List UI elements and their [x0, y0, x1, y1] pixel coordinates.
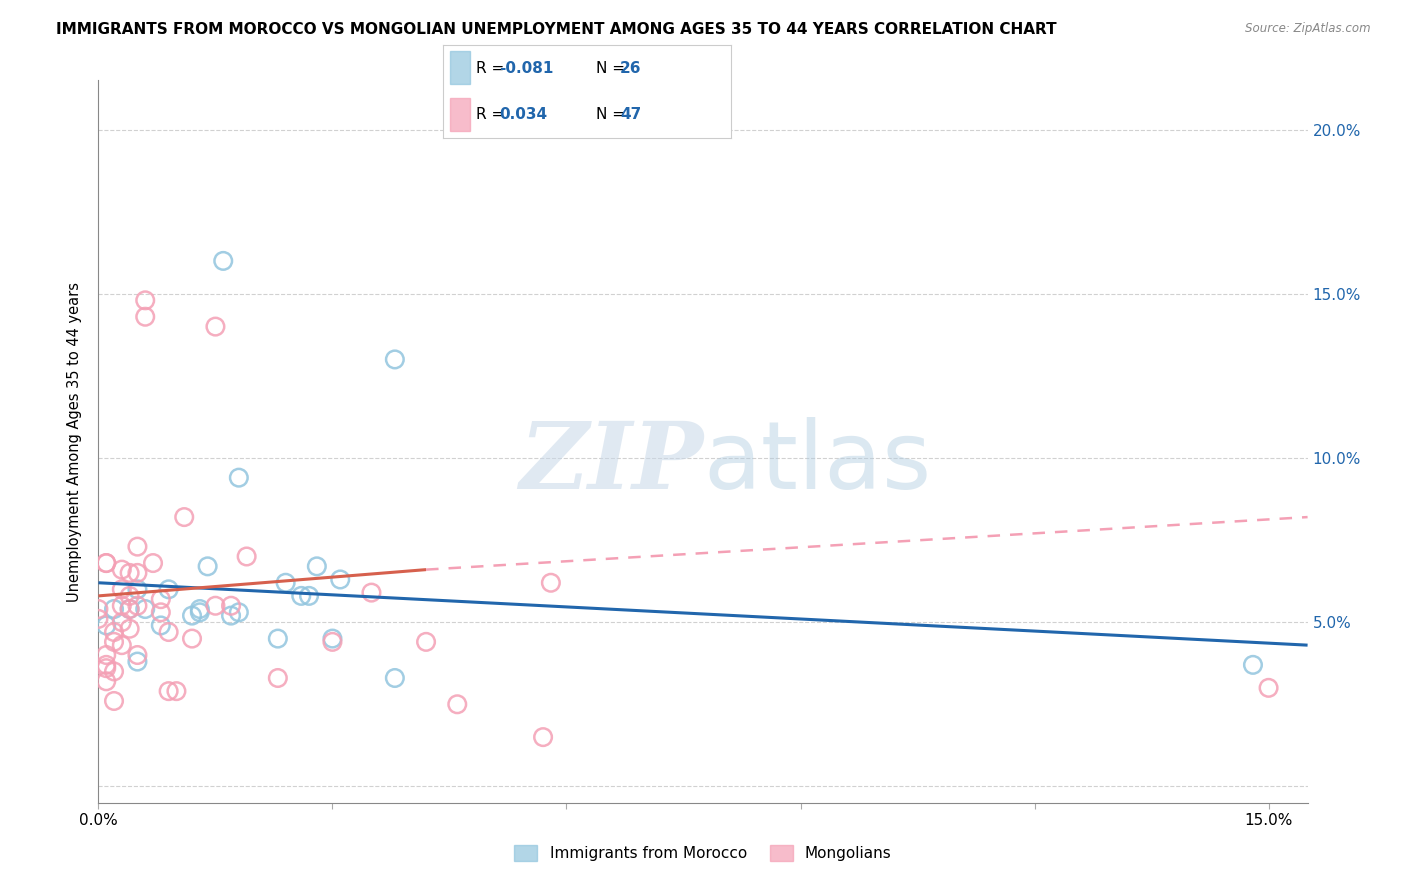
- Text: 0.034: 0.034: [499, 107, 547, 122]
- Point: [111, 599, 134, 613]
- Point: [321, 635, 343, 649]
- Point: [111, 563, 134, 577]
- Point: [157, 625, 180, 640]
- Point: [212, 253, 235, 268]
- Point: [384, 352, 406, 367]
- Point: [446, 698, 468, 712]
- Point: [157, 684, 180, 698]
- Point: [111, 582, 134, 597]
- Point: [134, 310, 156, 324]
- Point: [96, 674, 118, 689]
- Point: [540, 575, 562, 590]
- Point: [149, 592, 172, 607]
- Point: [134, 602, 156, 616]
- Point: [204, 599, 226, 613]
- Point: [274, 575, 297, 590]
- Point: [267, 671, 290, 685]
- Text: 26: 26: [620, 61, 641, 76]
- Legend: Immigrants from Morocco, Mongolians: Immigrants from Morocco, Mongolians: [509, 839, 897, 867]
- Point: [127, 582, 149, 597]
- Point: [219, 599, 242, 613]
- Point: [127, 540, 149, 554]
- Point: [127, 599, 149, 613]
- Bar: [450, 98, 470, 131]
- Point: [127, 648, 149, 662]
- Point: [118, 602, 141, 616]
- Point: [219, 608, 242, 623]
- Point: [235, 549, 257, 564]
- Text: R =: R =: [477, 107, 509, 122]
- Point: [181, 608, 204, 623]
- Text: Source: ZipAtlas.com: Source: ZipAtlas.com: [1246, 22, 1371, 36]
- Text: R =: R =: [477, 61, 509, 76]
- Point: [96, 556, 118, 570]
- Point: [384, 671, 406, 685]
- Text: IMMIGRANTS FROM MOROCCO VS MONGOLIAN UNEMPLOYMENT AMONG AGES 35 TO 44 YEARS CORR: IMMIGRANTS FROM MOROCCO VS MONGOLIAN UNE…: [56, 22, 1057, 37]
- Point: [228, 605, 250, 619]
- Point: [96, 657, 118, 672]
- Point: [228, 470, 250, 484]
- Text: -0.081: -0.081: [499, 61, 554, 76]
- Point: [96, 556, 118, 570]
- Point: [142, 556, 165, 570]
- Point: [96, 661, 118, 675]
- Point: [290, 589, 312, 603]
- Y-axis label: Unemployment Among Ages 35 to 44 years: Unemployment Among Ages 35 to 44 years: [67, 282, 83, 601]
- Text: atlas: atlas: [703, 417, 931, 509]
- Point: [118, 602, 141, 616]
- Point: [321, 632, 343, 646]
- Point: [149, 618, 172, 632]
- Text: 47: 47: [620, 107, 641, 122]
- Point: [329, 573, 352, 587]
- Point: [103, 665, 125, 679]
- Point: [127, 566, 149, 580]
- Point: [111, 615, 134, 630]
- Point: [360, 585, 382, 599]
- Point: [173, 510, 195, 524]
- Point: [188, 605, 211, 619]
- Text: N =: N =: [596, 107, 630, 122]
- Point: [96, 648, 118, 662]
- Text: N =: N =: [596, 61, 630, 76]
- Point: [165, 684, 187, 698]
- Point: [157, 582, 180, 597]
- Point: [103, 694, 125, 708]
- Text: ZIP: ZIP: [519, 418, 703, 508]
- Point: [118, 566, 141, 580]
- Point: [181, 632, 204, 646]
- Bar: [450, 51, 470, 84]
- Point: [87, 602, 110, 616]
- Point: [415, 635, 437, 649]
- Point: [103, 602, 125, 616]
- Point: [118, 589, 141, 603]
- Point: [305, 559, 328, 574]
- Point: [103, 625, 125, 640]
- Point: [267, 632, 290, 646]
- Point: [1241, 657, 1264, 672]
- Point: [204, 319, 226, 334]
- Point: [118, 622, 141, 636]
- Point: [87, 612, 110, 626]
- Point: [298, 589, 321, 603]
- Point: [531, 730, 554, 744]
- Point: [197, 559, 219, 574]
- Point: [103, 635, 125, 649]
- Point: [134, 293, 156, 308]
- Point: [111, 638, 134, 652]
- Point: [127, 655, 149, 669]
- Point: [188, 602, 211, 616]
- Point: [1257, 681, 1279, 695]
- Point: [96, 618, 118, 632]
- Point: [149, 605, 172, 619]
